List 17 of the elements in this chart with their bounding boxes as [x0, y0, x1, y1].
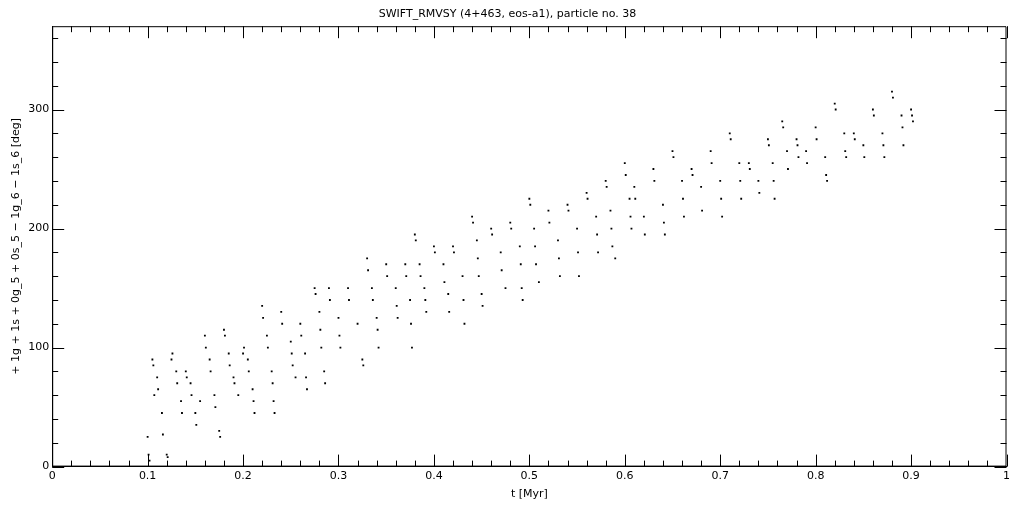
chart-title: SWIFT_RMVSY (4+463, eos-a1), particle no. 38 [378, 7, 637, 21]
x-tick-label: 0.4 [425, 469, 443, 483]
y-tick-label: 100 [28, 340, 50, 354]
y-tick-label: 300 [28, 102, 50, 116]
y-tick-label: 200 [28, 221, 50, 235]
x-tick-label: 0.8 [806, 469, 825, 483]
x-tick-label: 0.5 [520, 469, 539, 483]
x-tick-label: 0.3 [329, 469, 348, 483]
x-tick-label: 0.1 [138, 469, 157, 483]
x-tick-label: 1 [1003, 469, 1010, 483]
y-axis-title: + 1g + 1s + 0g_5 + 0s_5 − 1g_6 − 1s_6 [deg] [9, 118, 23, 375]
x-tick-label: 0.7 [711, 469, 729, 483]
x-tick-label: 0.2 [234, 469, 252, 483]
y-tick-label: 0 [42, 459, 50, 473]
x-axis-title: t [Myr] [510, 487, 548, 501]
x-tick-label: 0.9 [902, 469, 920, 483]
x-tick-label: 0.6 [616, 469, 634, 483]
